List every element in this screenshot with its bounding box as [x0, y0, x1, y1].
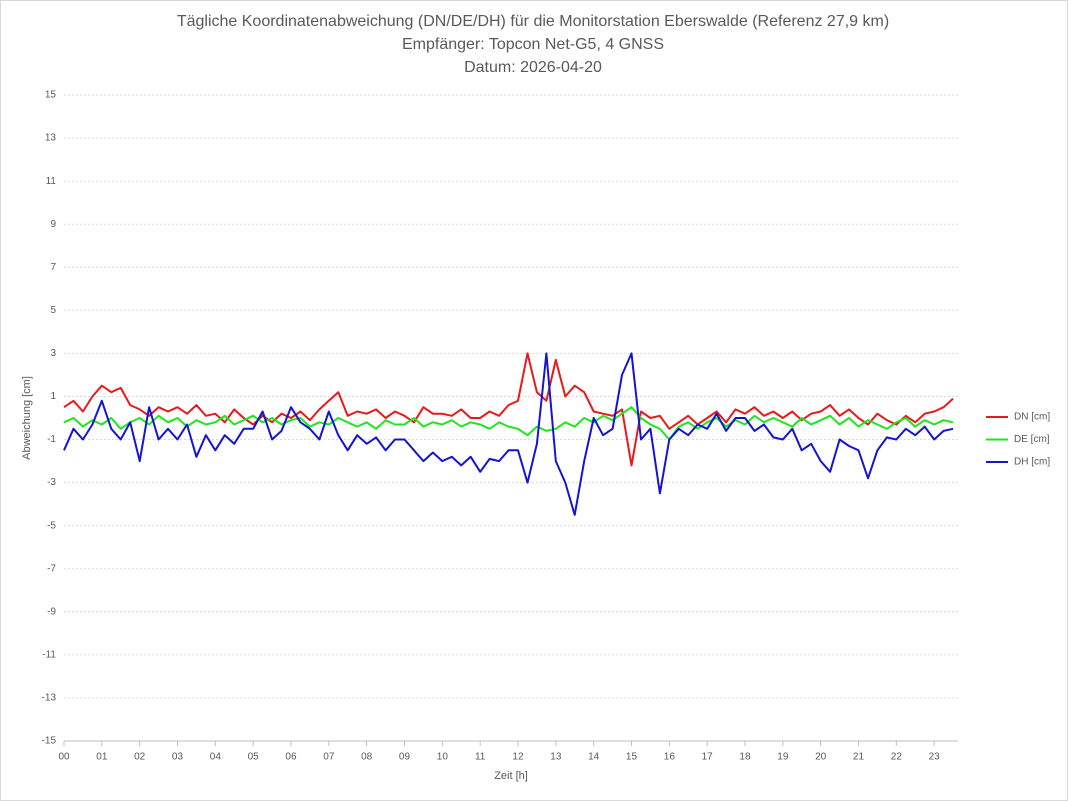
y-tick-label: 3	[50, 348, 56, 359]
x-tick-label: 23	[929, 752, 941, 763]
x-tick-label: 21	[853, 752, 865, 763]
x-tick-label: 16	[664, 752, 676, 763]
x-axis-label: Zeit [h]	[494, 770, 528, 782]
legend-label: DH [cm]	[1014, 457, 1050, 468]
x-tick-label: 12	[512, 752, 524, 763]
y-tick-label: 1	[50, 391, 56, 402]
x-tick-label: 04	[210, 752, 222, 763]
y-tick-label: -15	[42, 736, 57, 747]
y-tick-label: 13	[45, 133, 57, 144]
y-tick-label: 11	[46, 176, 57, 187]
y-tick-label: -7	[47, 563, 56, 574]
x-tick-label: 15	[626, 752, 638, 763]
x-tick-label: 17	[702, 752, 714, 763]
y-tick-label: -9	[47, 606, 56, 617]
x-tick-label: 18	[739, 752, 751, 763]
x-tick-label: 14	[588, 752, 600, 763]
x-tick-label: 11	[475, 752, 486, 763]
data-line	[63, 352, 954, 516]
chart-title: Tägliche Koordinatenabweichung (DN/DE/DH…	[177, 13, 889, 30]
x-tick-label: 13	[550, 752, 562, 763]
x-tick-label: 09	[399, 752, 411, 763]
x-tick-label: 08	[361, 752, 373, 763]
x-tick-label: 20	[815, 752, 827, 763]
y-tick-label: -3	[47, 477, 56, 488]
legend-label: DN [cm]	[1014, 412, 1050, 423]
x-tick-label: 03	[172, 752, 184, 763]
chart-date: Datum: 2026-04-20	[464, 59, 602, 76]
x-tick-label: 01	[96, 752, 108, 763]
y-tick-label: -11	[42, 650, 56, 661]
x-tick-label: 02	[134, 752, 146, 763]
y-tick-label: -5	[47, 520, 56, 531]
x-tick-label: 22	[891, 752, 903, 763]
y-tick-label: 7	[50, 262, 56, 273]
y-tick-label: 5	[50, 305, 56, 316]
x-tick-label: 10	[437, 752, 449, 763]
data-line	[63, 352, 954, 467]
x-tick-label: 07	[323, 752, 335, 763]
x-tick-label: 05	[248, 752, 260, 763]
x-tick-label: 00	[58, 752, 70, 763]
x-tick-label: 19	[777, 752, 789, 763]
y-tick-label: -1	[47, 434, 56, 445]
y-tick-label: 9	[50, 219, 56, 230]
x-tick-label: 06	[285, 752, 297, 763]
y-axis-label: Abweichung [cm]	[21, 376, 33, 460]
legend-label: DE [cm]	[1014, 434, 1050, 445]
y-tick-label: -13	[42, 693, 57, 704]
chart-subtitle: Empfänger: Topcon Net-G5, 4 GNSS	[402, 36, 664, 53]
data-line	[63, 406, 954, 441]
y-tick-label: 15	[45, 90, 57, 101]
